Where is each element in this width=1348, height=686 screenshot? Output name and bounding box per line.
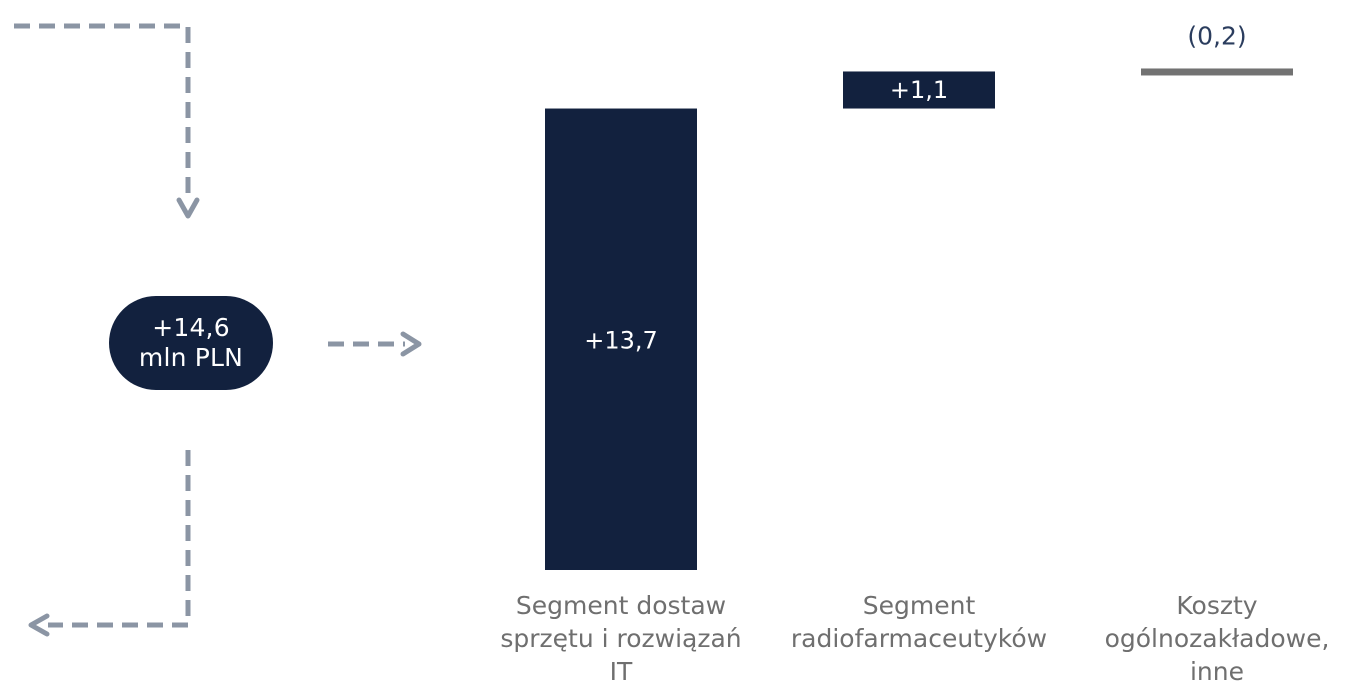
arrow-bottom-head [28, 613, 50, 637]
arrow-bottom-path [48, 450, 191, 628]
category-label-3-line-3: inne [1190, 657, 1244, 686]
arrow-top-path [14, 23, 191, 196]
category-label-2-line-1: Segment [863, 591, 976, 620]
bar-1 [545, 108, 697, 571]
category-label-2-line-2: radiofarmaceutyków [791, 624, 1047, 653]
labels-group: +13,7 +1,1 (0,2) Segment dostaw sprzętu i ro… [500, 21, 1329, 686]
data-label-3: (0,2) [1187, 21, 1246, 50]
arrow-right-head [400, 331, 422, 357]
category-label-1-line-2: sprzętu i rozwiązań [500, 624, 741, 653]
bar-3 [1141, 68, 1293, 76]
data-label-2: +1,1 [890, 76, 948, 104]
bars-group [545, 68, 1293, 571]
bar-2 [843, 71, 995, 109]
data-label-1: +13,7 [584, 326, 658, 354]
flow-arrows [14, 23, 422, 637]
total-value: +14,6 [152, 313, 230, 342]
total-badge: +14,6 mln PLN [109, 296, 273, 390]
category-label-1-line-1: Segment dostaw [516, 591, 726, 620]
total-unit: mln PLN [138, 343, 244, 372]
arrow-top-head [176, 197, 200, 219]
category-label-3-line-1: Koszty [1176, 591, 1257, 620]
category-label-3-line-2: ogólnozakładowe, [1105, 624, 1330, 653]
category-label-1-line-3: IT [610, 657, 633, 686]
